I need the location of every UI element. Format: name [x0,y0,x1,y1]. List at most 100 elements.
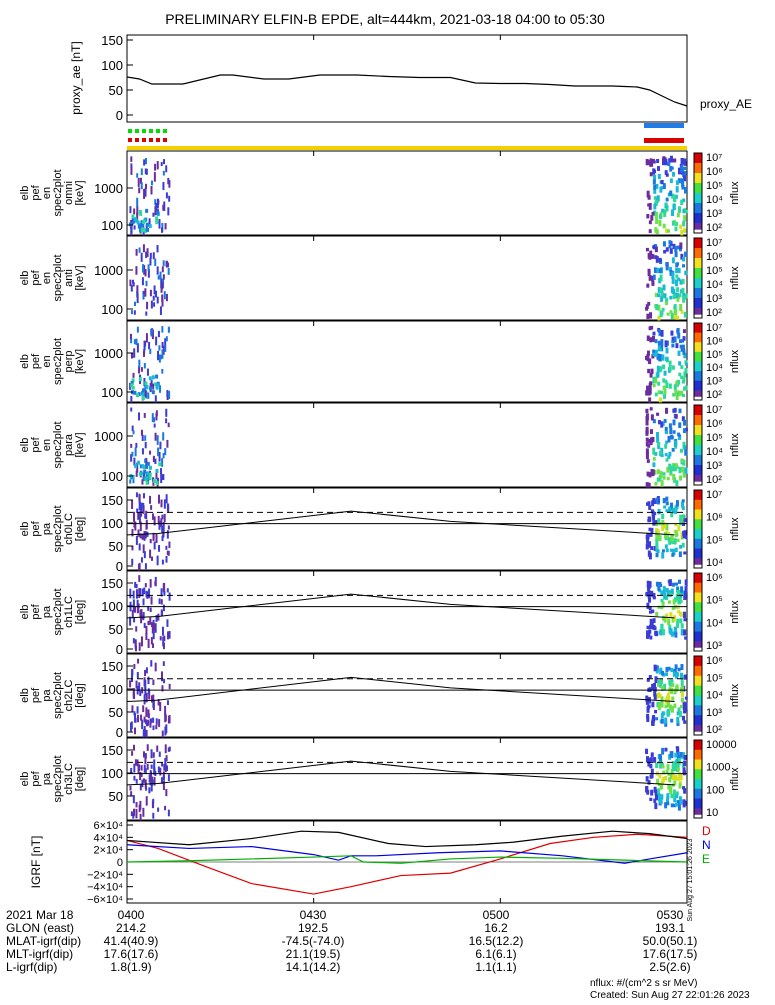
spectrogram-pixel [139,228,143,233]
spectrogram-pixel [677,432,681,437]
spectrogram-pixel [648,275,652,281]
spectrogram-pixel [677,178,681,184]
spectrogram-pixel [684,360,688,365]
spectrogram-pixel [143,265,146,275]
colorbar-cell [694,615,702,619]
spectrogram-pixel [682,802,686,808]
spectrogram-pixel [160,777,163,784]
spectrogram-pixel [682,474,686,478]
spectrogram-pixel [162,522,165,532]
spectrogram-pixel [648,597,652,603]
spectrogram-pixel [152,700,155,708]
spectrogram-pixel [661,208,665,214]
spectrogram-pixel [156,266,159,275]
spectrogram-pixel [167,774,170,781]
spectrogram-pixel [645,426,649,433]
spectrogram-pixel [663,592,667,600]
spectrogram-pixel [165,545,168,550]
colorbar-label: nflux [729,266,741,290]
spectrogram-pixel [167,503,170,511]
colorbar-label: nflux [729,433,741,457]
spectrogram-pixel [672,243,676,250]
spectrogram-pixel [679,544,683,549]
spectrogram-pixel [654,292,658,298]
spectrogram-pixel [648,220,652,225]
spectrogram-pixel [147,719,150,726]
spectrogram-pixel [167,177,170,185]
spectrogram-pixel [667,435,671,443]
created-note: Created: Sun Aug 27 22:01:26 2023 [590,990,750,1000]
spectrogram-pixel [646,471,650,477]
spectrogram-pixel [158,719,161,727]
spectrogram-pixel [676,595,680,601]
spectrogram-pixel [668,506,672,513]
colorbar-cell [694,808,702,812]
colorbar-cell [694,766,702,770]
spectrogram-pixel [139,800,142,810]
spectrogram-pixel [662,378,666,383]
spectrogram-pixel [659,679,663,685]
spectrogram-pixel [166,439,169,448]
spectrogram-pixel [161,685,164,692]
spectrogram-pixel [676,295,680,302]
spectrogram-pixel [647,301,651,306]
spectrogram-pixel [146,461,150,466]
spectrogram-pixel [682,394,686,398]
spectrogram-pixel [138,187,141,194]
footer-row-value: 1.1(1.1) [475,960,516,974]
spectrogram-pixel [648,326,652,331]
spectrogram-pixel [653,499,657,505]
spectrogram-pixel [152,513,155,520]
spectrogram-pixel [653,798,657,803]
spectrogram-pixel [132,282,135,287]
status-yellow-bar [127,146,687,150]
spectrogram-pixel [131,705,134,713]
spectrogram-pixel [655,528,659,532]
spectrogram-pixel [150,505,153,510]
spectrogram-pixel [130,310,133,315]
spectrogram-pixel [164,712,167,723]
spectrogram-pixel [148,465,152,470]
spectrogram-pixel [165,789,168,797]
colorbar-cell [694,503,702,507]
spectrogram-pixel [141,779,144,788]
spectrogram-pixel [645,543,649,550]
spectrogram-pixel [150,332,153,337]
spectrogram-pixel [668,627,672,634]
spectrogram-pixel [138,514,141,524]
spectrogram-pixel [149,617,152,625]
spectrogram-pixel [140,367,143,372]
igrf-legend-E: E [702,852,710,866]
footer-row-value: 214.2 [116,921,146,935]
spectrogram-pixel [153,423,156,428]
colorbar-cell [694,358,702,362]
spectrogram-pixel [669,295,673,300]
spectrogram-pixel [649,381,653,386]
colorbar-cell [694,506,702,510]
spectrogram-pixel [677,525,681,532]
spectrogram-pixel [151,327,154,333]
spectrogram-pixel [163,591,166,596]
colorbar-cell [694,551,702,556]
spectrogram-pixel [132,372,135,378]
spectrogram-pixel [163,764,166,771]
colorbar-cell [694,599,702,603]
spectrogram-pixel [653,664,657,672]
spectrogram-pixel [155,412,158,421]
spectrogram-pixel [684,636,688,640]
spectrogram-pixel [675,791,679,796]
spectrogram-pixel [157,350,160,361]
spectrogram-pixel [154,581,157,586]
spectrogram-pixel [682,786,686,790]
spectrogram-pixel [139,772,142,781]
colorbar-cell [694,216,702,221]
spectrogram-pixel [673,803,677,808]
igrf-ytick-label: 6×10⁴ [93,820,123,832]
spectrogram-pixel [652,274,656,281]
spectrogram-pixel [681,339,685,343]
spectrogram-panel-frame [126,487,688,571]
spectrogram-pixel [672,671,676,677]
spectrogram-pixel [670,793,674,799]
spectrogram-ytick-label: 100 [101,218,123,233]
spectrogram-pixel [645,534,649,540]
